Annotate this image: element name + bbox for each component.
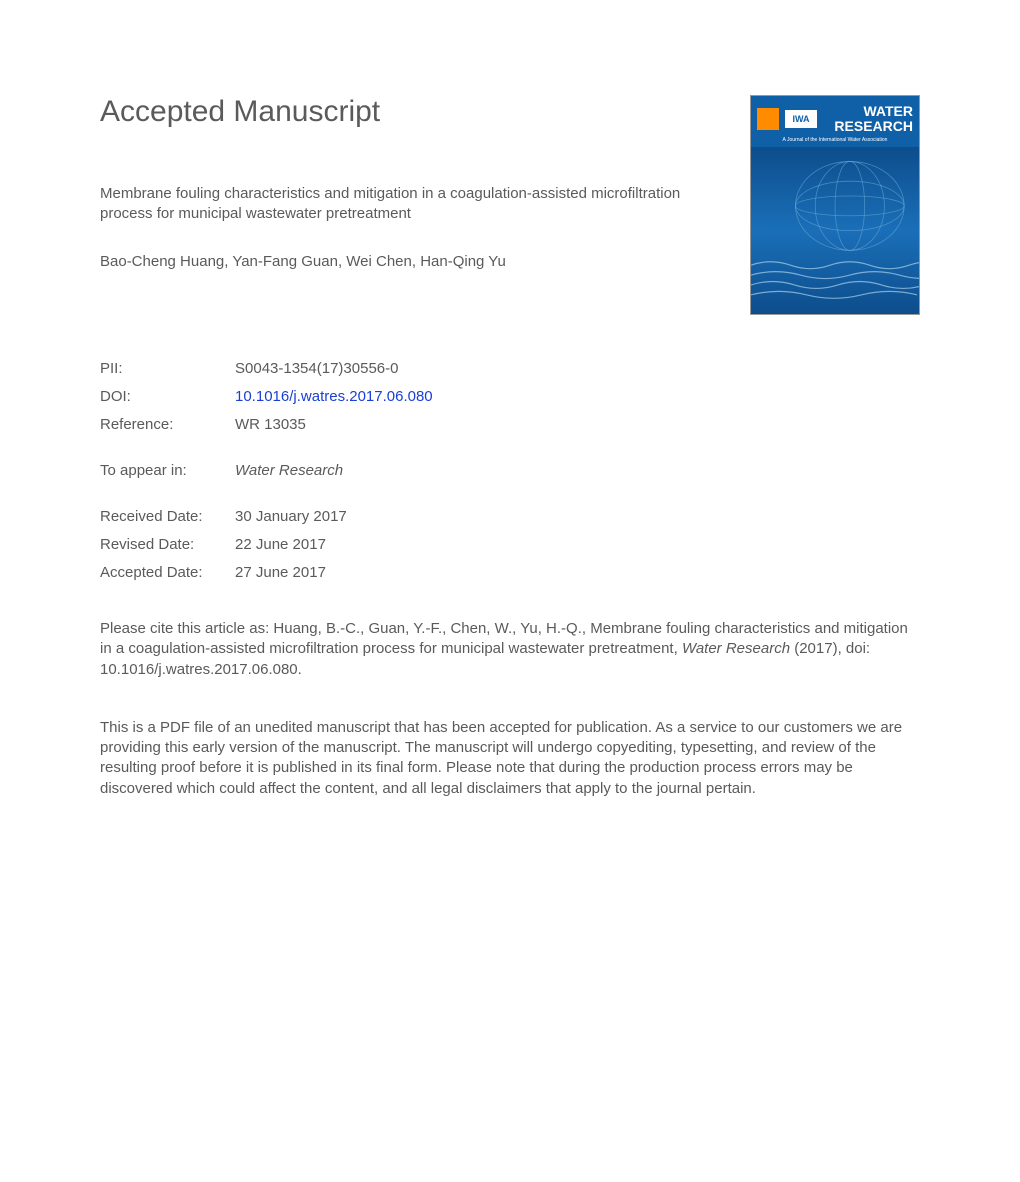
metadata-table: PII: S0043-1354(17)30556-0 DOI: 10.1016/… [100,360,920,581]
reference-label: Reference: [100,416,235,433]
cover-journal-line2: RESEARCH [834,118,913,134]
elsevier-logo-icon [757,108,779,130]
disclaimer-text: This is a PDF file of an unedited manusc… [100,718,920,799]
cover-subtitle: A Journal of the International Water Ass… [757,137,913,143]
pii-value: S0043-1354(17)30556-0 [235,360,398,377]
appear-value: Water Research [235,462,343,479]
cover-top-bar: IWA WATER RESEARCH [757,104,913,135]
globe-water-icon [751,147,919,314]
metadata-row-reference: Reference: WR 13035 [100,416,920,433]
accepted-value: 27 June 2017 [235,564,326,581]
metadata-row-accepted: Accepted Date: 27 June 2017 [100,564,920,581]
metadata-row-revised: Revised Date: 22 June 2017 [100,536,920,553]
metadata-row-received: Received Date: 30 January 2017 [100,508,920,525]
cover-journal-name: WATER RESEARCH [823,104,913,135]
article-title: Membrane fouling characteristics and mit… [100,184,720,225]
authors-list: Bao-Cheng Huang, Yan-Fang Guan, Wei Chen… [100,253,720,270]
header-section: Accepted Manuscript Membrane fouling cha… [100,95,920,315]
metadata-row-pii: PII: S0043-1354(17)30556-0 [100,360,920,377]
doi-label: DOI: [100,388,235,405]
metadata-row-doi: DOI: 10.1016/j.watres.2017.06.080 [100,388,920,405]
appear-label: To appear in: [100,462,235,479]
citation-journal: Water Research [682,640,790,657]
iwa-badge: IWA [785,110,817,128]
cover-graphic [751,147,919,314]
metadata-row-appear: To appear in: Water Research [100,462,920,479]
reference-value: WR 13035 [235,416,306,433]
doi-link[interactable]: 10.1016/j.watres.2017.06.080 [235,388,433,405]
revised-value: 22 June 2017 [235,536,326,553]
journal-cover-thumbnail: IWA WATER RESEARCH A Journal of the Inte… [750,95,920,315]
cover-journal-line1: WATER [863,103,913,119]
accepted-label: Accepted Date: [100,564,235,581]
page-title: Accepted Manuscript [100,95,720,129]
pii-label: PII: [100,360,235,377]
received-label: Received Date: [100,508,235,525]
gap [100,444,920,462]
gap [100,490,920,508]
title-block: Accepted Manuscript Membrane fouling cha… [100,95,750,270]
cover-header: IWA WATER RESEARCH A Journal of the Inte… [751,96,919,147]
revised-label: Revised Date: [100,536,235,553]
citation-text: Please cite this article as: Huang, B.-C… [100,619,920,680]
received-value: 30 January 2017 [235,508,347,525]
